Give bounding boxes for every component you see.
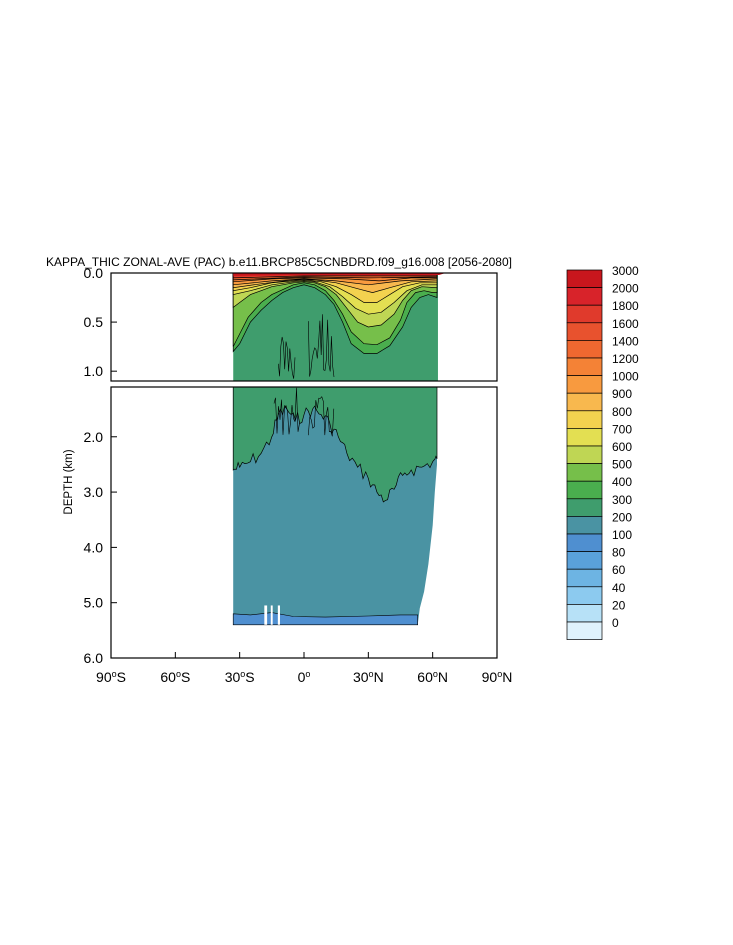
legend-label: 20 (612, 598, 626, 612)
legend-label: 500 (612, 458, 632, 472)
x-tick-label: 30oN (353, 669, 384, 685)
chart-title: KAPPA_THIC ZONAL-AVE (PAC) b.e11.BRCP85C… (46, 255, 512, 269)
missing-data-gap (270, 605, 273, 625)
legend-swatch (566, 410, 603, 429)
legend-label: 0 (612, 616, 619, 630)
y-axis-label: DEPTH (km) (63, 449, 75, 514)
x-tick-label: 90oN (482, 669, 513, 685)
contour-line (278, 336, 296, 379)
legend-label: 1800 (612, 299, 639, 313)
x-tick-label: 90oS (96, 669, 126, 685)
contour-line (273, 387, 300, 435)
legend-swatch (566, 568, 603, 588)
y-tick-label: 3.0 (84, 484, 104, 500)
upper-panel-fill (232, 273, 446, 381)
y-tick-label: 6.0 (84, 650, 104, 666)
legend-label: 400 (612, 475, 632, 489)
legend-swatch (566, 392, 603, 412)
legend-label: 1000 (612, 370, 639, 384)
legend-swatch (566, 533, 603, 552)
legend-label: 100 (612, 528, 632, 542)
color-legend: 3000200018001600140012001000900800700600… (566, 264, 639, 640)
upper-panel-frame (110, 272, 498, 382)
y-tick-label: 2.0 (84, 429, 104, 445)
y-tick-label: 4.0 (84, 539, 104, 555)
legend-swatch (566, 287, 603, 306)
x-tick-label: 0o (298, 669, 311, 685)
legend-swatch (566, 445, 603, 464)
legend-label: 1600 (612, 317, 639, 331)
legend-label: 300 (612, 493, 632, 507)
legend-label: 900 (612, 387, 632, 401)
upper-y-axis: 0.0 0.5 1.0 (84, 265, 117, 379)
missing-data-gap (277, 605, 280, 625)
missing-data-gap (264, 605, 268, 625)
legend-label: 600 (612, 440, 632, 454)
x-tick-label: 60oN (417, 669, 448, 685)
legend-swatch (566, 304, 603, 324)
legend-swatch (566, 463, 603, 482)
legend-swatch (566, 322, 603, 341)
contour-line (308, 314, 335, 378)
legend-swatch (566, 586, 603, 605)
legend-swatch (566, 621, 603, 640)
legend-swatch (566, 516, 603, 535)
lower-y-axis: 2.0 3.0 4.0 5.0 6.0 (84, 429, 117, 666)
legend-label: 2000 (612, 282, 639, 296)
legend-label: 3000 (612, 264, 639, 278)
legend-label: 80 (612, 546, 626, 560)
x-tick-label: 60oS (160, 669, 190, 685)
contour-band (232, 387, 438, 503)
legend-label: 40 (612, 581, 626, 595)
y-tick-label: 5.0 (84, 595, 104, 611)
legend-swatch (566, 480, 603, 500)
legend-label: 700 (612, 422, 632, 436)
legend-label: 1400 (612, 334, 639, 348)
legend-label: 1200 (612, 352, 639, 366)
legend-swatch (566, 357, 603, 376)
contour-band (233, 273, 446, 276)
y-tick-label: 1.0 (84, 363, 104, 379)
legend-swatch (566, 498, 603, 517)
legend-swatch (566, 604, 603, 623)
y-tick-label: 0.0 (84, 265, 104, 281)
x-tick-label: 30oS (225, 669, 255, 685)
legend-label: 200 (612, 510, 632, 524)
legend-swatch (566, 375, 603, 394)
lower-panel-fill (232, 387, 438, 626)
legend-label: 60 (612, 563, 626, 577)
legend-swatch (566, 269, 603, 288)
legend-swatch (566, 551, 603, 570)
legend-swatch (566, 428, 603, 447)
legend-swatch (566, 340, 603, 359)
x-axis: 90oS 60oS 30oS 0o 30oN 60oN 90oN (96, 652, 512, 685)
contour-line (308, 396, 335, 437)
y-tick-label: 0.5 (84, 314, 104, 330)
legend-label: 800 (612, 405, 632, 419)
